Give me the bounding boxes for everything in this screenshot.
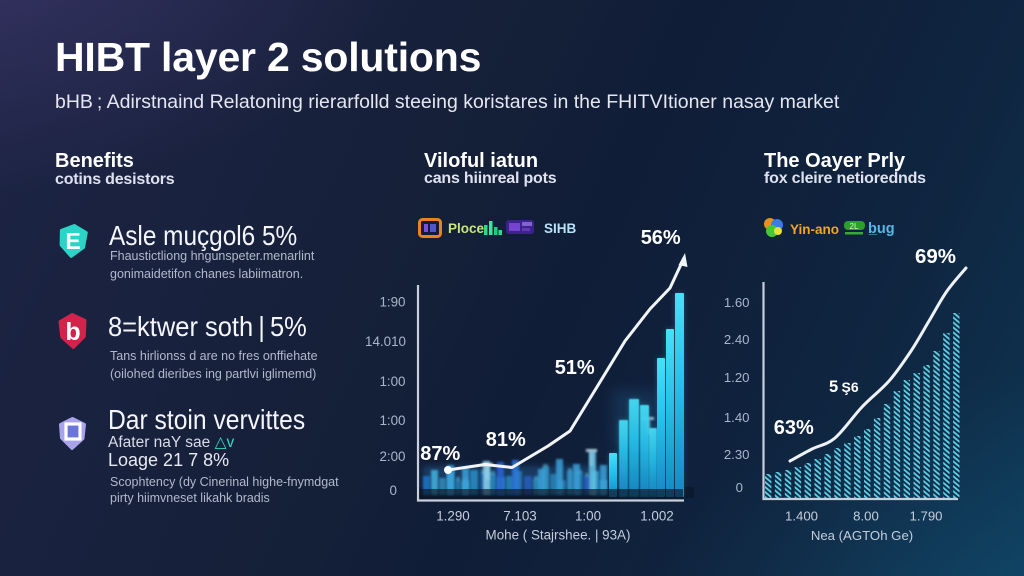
svg-text:0: 0 (736, 480, 743, 495)
svg-text:b: b (65, 318, 80, 346)
svg-text:E: E (65, 228, 80, 254)
svg-text:2.40: 2.40 (724, 332, 750, 347)
svg-text:1.20: 1.20 (724, 370, 750, 385)
svg-text:1:00: 1:00 (575, 509, 601, 524)
svg-text:1:00: 1:00 (379, 374, 405, 389)
svg-text:1:90: 1:90 (379, 295, 405, 310)
svg-text:1.40: 1.40 (724, 410, 750, 425)
svg-text:Mohe ( Stajrshee. | 93A): Mohe ( Stajrshee. | 93A) (486, 528, 631, 543)
svg-text:7.103: 7.103 (503, 509, 537, 524)
svg-text:8.00: 8.00 (853, 509, 879, 524)
svg-text:Nea (AGTOh Ge): Nea (AGTOh Ge) (811, 528, 913, 543)
svg-text:1.002: 1.002 (640, 509, 674, 524)
svg-text:14.010: 14.010 (365, 334, 406, 349)
svg-text:1:00: 1:00 (379, 413, 405, 428)
svg-text:2.30: 2.30 (724, 447, 750, 462)
svg-text:2:00: 2:00 (379, 449, 405, 464)
svg-text:1.60: 1.60 (724, 295, 750, 310)
svg-text:0: 0 (390, 483, 397, 498)
svg-text:2L: 2L (850, 222, 859, 231)
svg-text:1.400: 1.400 (785, 509, 818, 524)
svg-text:1.290: 1.290 (436, 509, 470, 524)
svg-text:1.790: 1.790 (909, 509, 942, 524)
